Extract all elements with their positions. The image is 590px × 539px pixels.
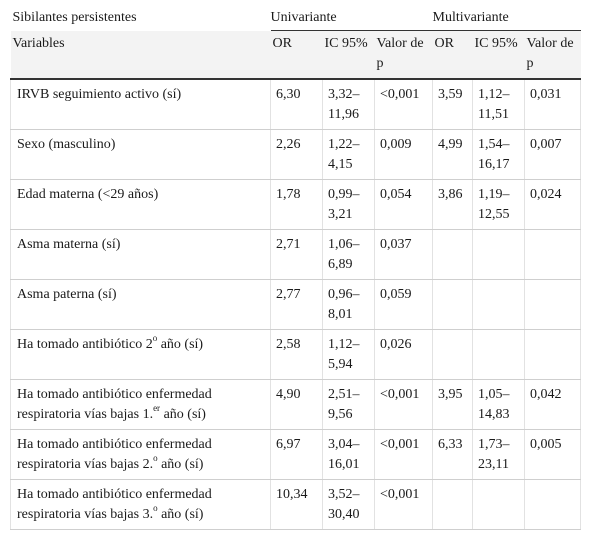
table-row: Ha tomado antibiótico enfermedad respirat… — [10, 429, 582, 480]
col-variables: Variables — [10, 30, 271, 80]
ic-uni-cell: 3,52–30,40 — [322, 479, 375, 530]
or-multi-cell: 3,86 — [432, 179, 473, 230]
variable-cell: Ha tomado antibiótico 2o año (sí) — [10, 329, 271, 380]
or-uni-cell: 1,78 — [270, 179, 323, 230]
ic-uni-cell: 1,12–5,94 — [322, 329, 375, 380]
p-uni-cell: 0,026 — [374, 329, 433, 380]
col-ic: IC 95% — [322, 30, 375, 80]
ic-uni-cell: 1,22–4,15 — [322, 129, 375, 180]
p-uni-cell: <0,001 — [374, 379, 433, 430]
col-p-multi: Valor de p — [524, 30, 581, 80]
ic-multi-cell: 1,12–11,51 — [472, 79, 525, 130]
p-multi-cell: 0,042 — [524, 379, 582, 430]
ic-multi-cell: 1,54–16,17 — [472, 129, 525, 180]
or-multi-cell — [432, 329, 473, 380]
col-p-uni: Valor de p — [374, 30, 433, 80]
table-row: Edad materna (<29 años) 1,78 0,99–3,21 0… — [10, 179, 582, 230]
or-uni-cell: 6,30 — [270, 79, 323, 130]
or-uni-cell: 6,97 — [270, 429, 323, 480]
table-row: Ha tomado antibiótico enfermedad respirat… — [10, 479, 582, 530]
table-row: IRVB seguimiento activo (sí) 6,30 3,32–1… — [10, 79, 582, 130]
variable-cell: Ha tomado antibiótico enfermedad respirat… — [10, 429, 271, 480]
or-multi-cell — [432, 279, 473, 330]
p-uni-cell: 0,037 — [374, 229, 433, 280]
variable-cell: Asma paterna (sí) — [10, 279, 271, 330]
header-columns-row: Variables OR IC 95% Valor de p OR IC 95%… — [10, 30, 581, 80]
ic-multi-cell — [472, 479, 525, 530]
p-multi-cell — [524, 229, 582, 280]
ic-multi-cell — [472, 329, 525, 380]
multivariante-header: Multivariante — [432, 6, 581, 31]
col-or: OR — [270, 30, 323, 80]
results-table: Sibilantes persistentes Univariante Mult… — [10, 6, 582, 530]
or-multi-cell — [432, 479, 473, 530]
table-row: Sexo (masculino) 2,26 1,22–4,15 0,009 4,… — [10, 129, 582, 180]
or-multi-cell: 4,99 — [432, 129, 473, 180]
p-multi-cell — [524, 479, 582, 530]
variable-cell: Ha tomado antibiótico enfermedad respirat… — [10, 479, 271, 530]
p-uni-cell: <0,001 — [374, 79, 433, 130]
p-uni-cell: <0,001 — [374, 429, 433, 480]
header-group-row: Sibilantes persistentes Univariante Mult… — [11, 6, 581, 31]
ic-multi-cell — [472, 229, 525, 280]
variable-cell: Ha tomado antibiótico enfermedad respirat… — [10, 379, 271, 430]
or-uni-cell: 10,34 — [270, 479, 323, 530]
ic-uni-cell: 1,06–6,89 — [322, 229, 375, 280]
ic-uni-cell: 0,96–8,01 — [322, 279, 375, 330]
variable-cell: Edad materna (<29 años) — [10, 179, 271, 230]
ic-uni-cell: 3,04–16,01 — [322, 429, 375, 480]
p-multi-cell: 0,031 — [524, 79, 582, 130]
p-uni-cell: <0,001 — [374, 479, 433, 530]
or-multi-cell: 3,59 — [432, 79, 473, 130]
p-multi-cell — [524, 279, 582, 330]
or-multi-cell — [432, 229, 473, 280]
univariante-header: Univariante — [270, 6, 433, 31]
p-multi-cell: 0,024 — [524, 179, 582, 230]
p-uni-cell: 0,009 — [374, 129, 433, 180]
variable-cell: IRVB seguimiento activo (sí) — [10, 79, 271, 130]
group-label: Sibilantes persistentes — [12, 10, 137, 25]
table-row: Ha tomado antibiótico enfermedad respirat… — [10, 379, 582, 430]
variable-cell: Asma materna (sí) — [10, 229, 271, 280]
table-row: Asma materna (sí) 2,71 1,06–6,89 0,037 — [10, 229, 582, 280]
ic-multi-cell: 1,05–14,83 — [472, 379, 525, 430]
ic-uni-cell: 0,99–3,21 — [322, 179, 375, 230]
or-uni-cell: 4,90 — [270, 379, 323, 430]
p-multi-cell: 0,007 — [524, 129, 582, 180]
or-uni-cell: 2,58 — [270, 329, 323, 380]
p-uni-cell: 0,054 — [374, 179, 433, 230]
table-row: Ha tomado antibiótico 2o año (sí) 2,58 1… — [10, 329, 582, 380]
ic-multi-cell — [472, 279, 525, 330]
ic-multi-cell: 1,19–12,55 — [472, 179, 525, 230]
or-uni-cell: 2,26 — [270, 129, 323, 180]
p-multi-cell: 0,005 — [524, 429, 582, 480]
ic-uni-cell: 3,32–11,96 — [322, 79, 375, 130]
ic-multi-cell: 1,73–23,11 — [472, 429, 525, 480]
or-uni-cell: 2,77 — [270, 279, 323, 330]
or-multi-cell: 3,95 — [432, 379, 473, 430]
p-uni-cell: 0,059 — [374, 279, 433, 330]
variable-cell: Sexo (masculino) — [10, 129, 271, 180]
table-row: Asma paterna (sí) 2,77 0,96–8,01 0,059 — [10, 279, 582, 330]
ic-uni-cell: 2,51–9,56 — [322, 379, 375, 430]
or-uni-cell: 2,71 — [270, 229, 323, 280]
or-multi-cell: 6,33 — [432, 429, 473, 480]
col-or-multi: OR — [432, 30, 473, 80]
p-multi-cell — [524, 329, 582, 380]
col-ic-multi: IC 95% — [472, 30, 525, 80]
